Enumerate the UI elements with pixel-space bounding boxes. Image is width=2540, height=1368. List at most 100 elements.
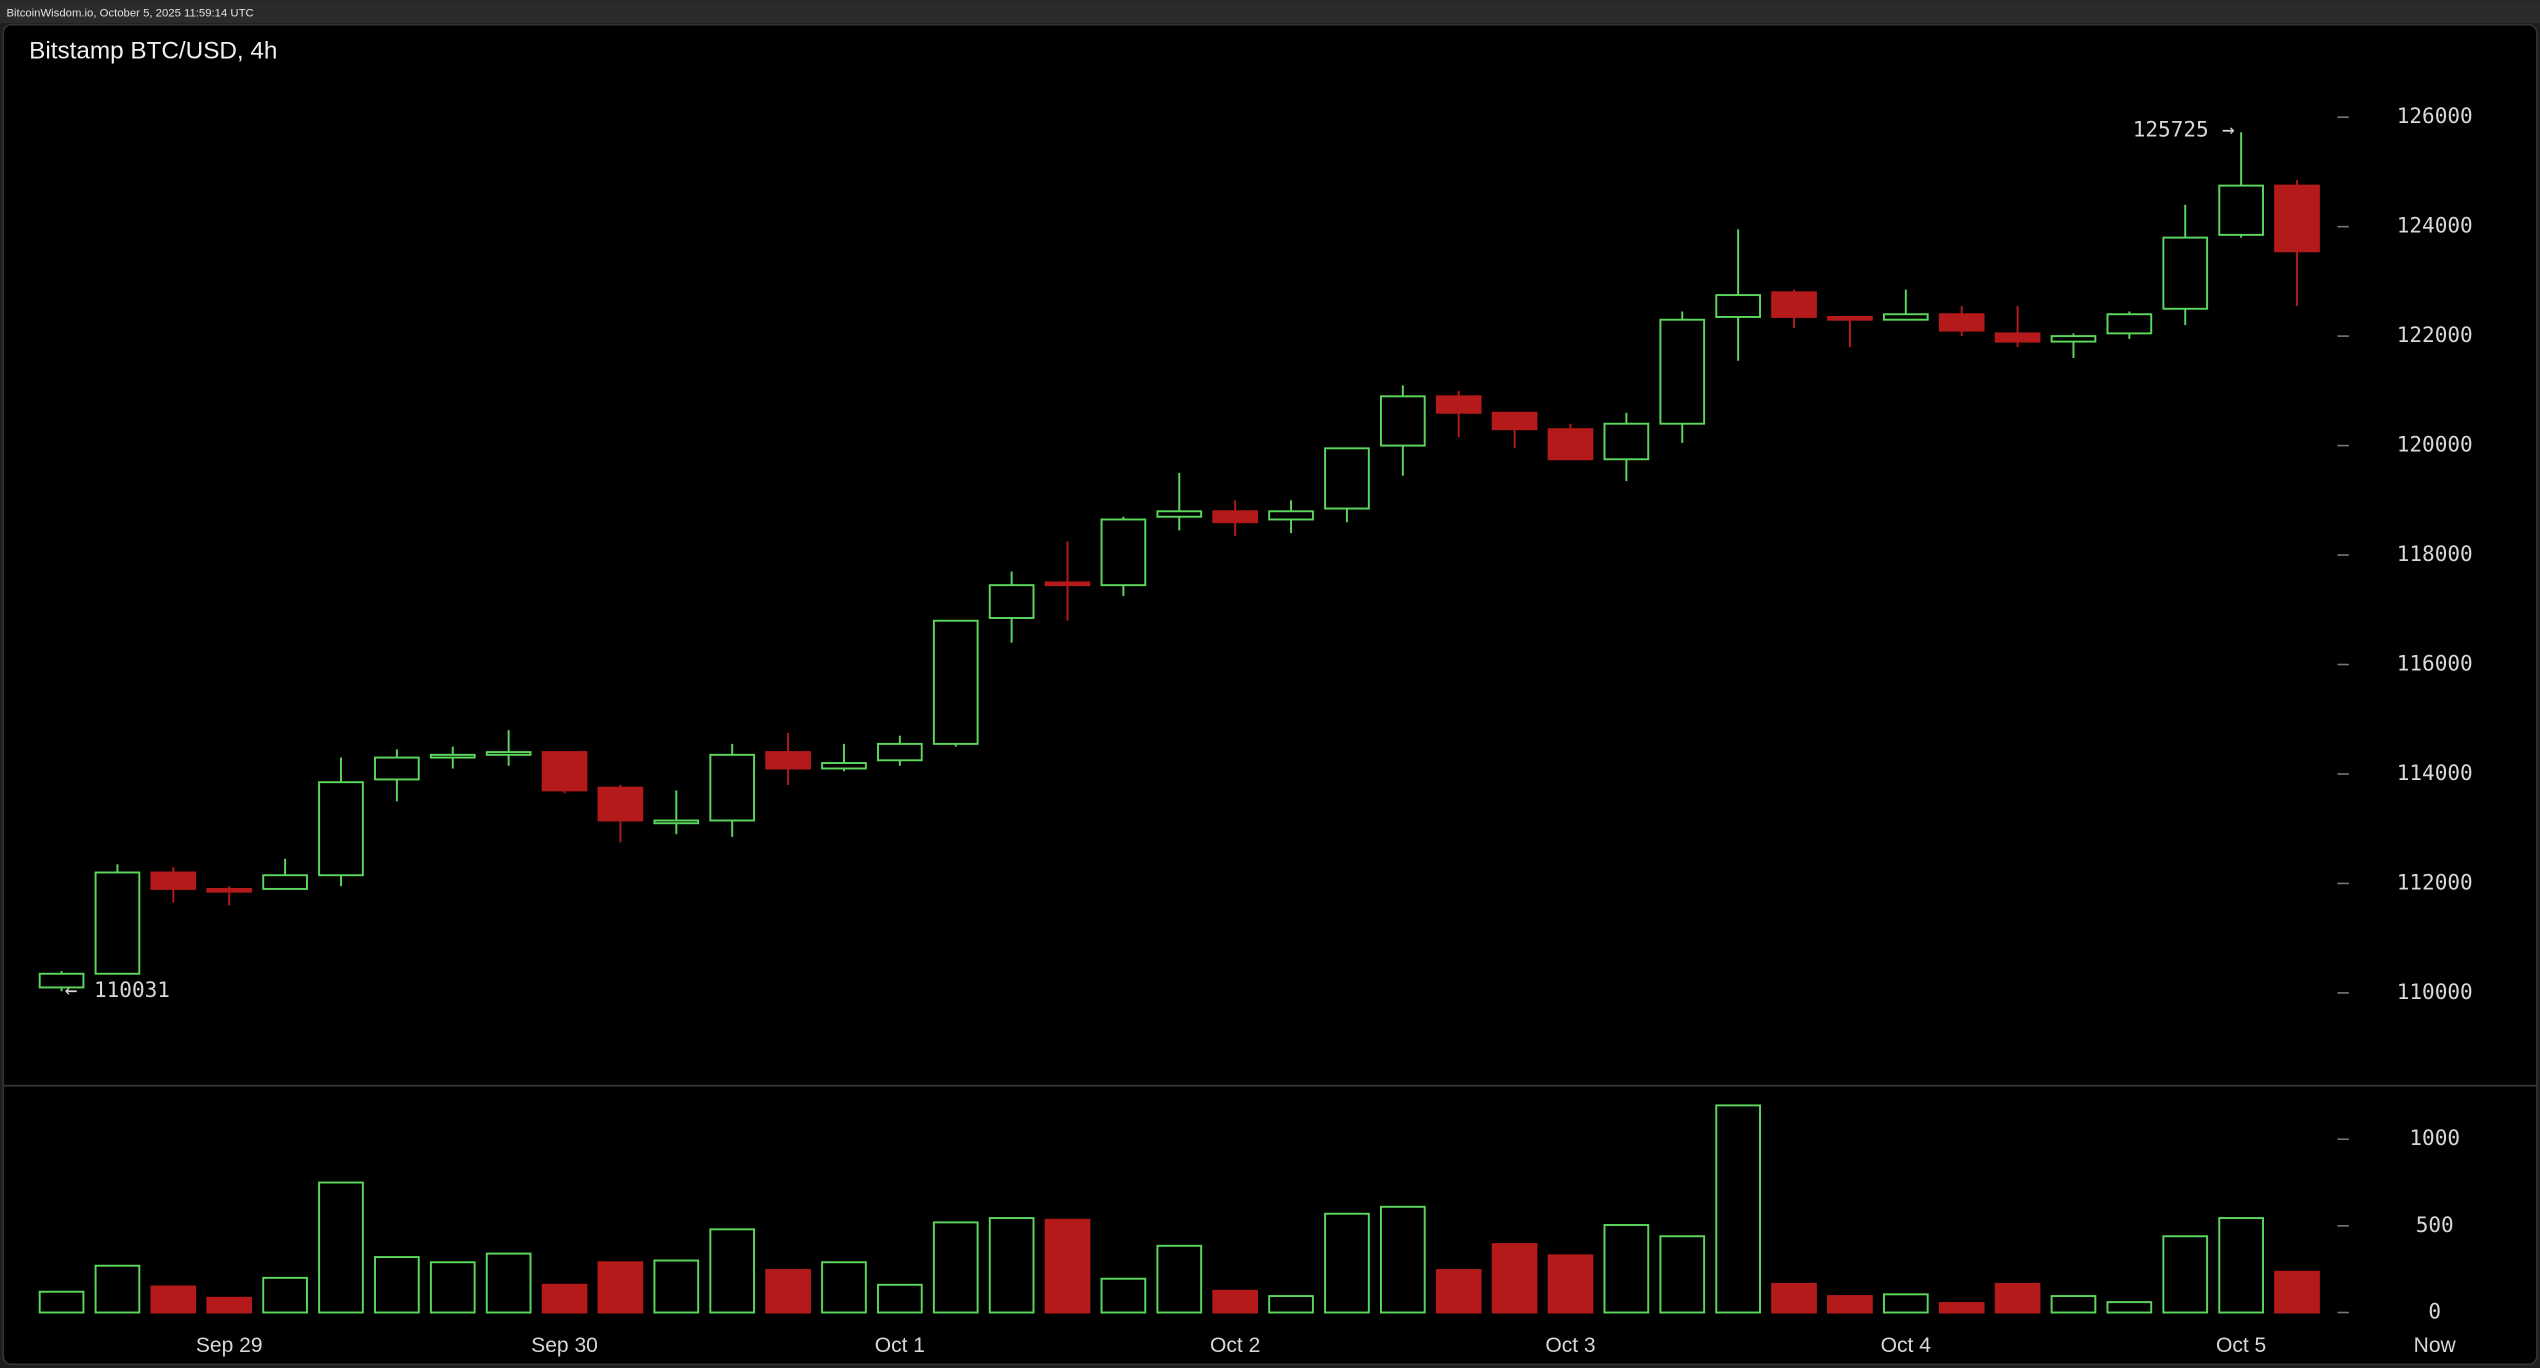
candle-body [1100, 518, 1147, 587]
candle-body [485, 751, 532, 756]
candle-body [1044, 581, 1091, 587]
volume-tick-label: 1000 [2409, 1125, 2460, 1150]
candle-body [1994, 332, 2041, 343]
volume-bar [1827, 1295, 1873, 1314]
volume-bar [262, 1276, 308, 1314]
volume-bar [1212, 1289, 1259, 1314]
candle-body [1212, 510, 1259, 524]
candle-body [597, 786, 644, 822]
volume-bar [38, 1290, 85, 1314]
volume-bar [2274, 1270, 2320, 1314]
volume-bar [1100, 1277, 1147, 1314]
volume-bar [150, 1285, 197, 1314]
volume-bar [988, 1217, 1035, 1314]
candle-body [38, 972, 85, 989]
volume-bar [765, 1269, 811, 1314]
candle-body [2218, 184, 2264, 236]
volume-bar [318, 1181, 364, 1314]
volume-bar [877, 1283, 923, 1314]
volume-bar [374, 1256, 420, 1314]
candle-body [374, 756, 420, 781]
volume-bar [429, 1261, 476, 1314]
y-tick-label: 118000 [2397, 541, 2473, 566]
candle-body [1771, 291, 1817, 318]
volume-bar [1268, 1295, 1314, 1314]
volume-bar [1882, 1293, 1929, 1314]
volume-bar [1938, 1302, 1985, 1314]
volume-bar [94, 1264, 141, 1314]
candle-body [2162, 236, 2209, 310]
candle-body [765, 751, 811, 770]
candle-body [1435, 395, 1482, 414]
x-tick-label: Sep 29 [196, 1334, 263, 1357]
candle-body [709, 753, 756, 822]
volume-tick-label: 500 [2416, 1212, 2454, 1237]
candle-body [1268, 510, 1314, 521]
candle-body [1827, 315, 1873, 321]
volume-bar [1491, 1243, 1538, 1314]
y-tick-label: 126000 [2397, 103, 2473, 128]
volume-tick-label: 0 [2428, 1299, 2441, 1324]
low-marker-arrow: ← [65, 977, 78, 1002]
volume-bar [1044, 1218, 1091, 1314]
candle-body [541, 751, 588, 792]
volume-bar [2106, 1301, 2153, 1314]
volume-bar [597, 1261, 644, 1314]
candle-body [1882, 313, 1929, 321]
candle-body [1659, 318, 1706, 425]
y-tick-label: 114000 [2397, 760, 2473, 785]
candle-body [1603, 422, 1650, 461]
candle-body [206, 887, 253, 893]
x-tick-label: Sep 30 [531, 1334, 598, 1357]
y-tick-label: 122000 [2397, 322, 2473, 347]
candle-body [2106, 313, 2153, 335]
x-tick-label: Oct 3 [1545, 1334, 1595, 1357]
low-marker-value: 110031 [94, 977, 170, 1002]
candle-body [429, 753, 476, 759]
volume-bar [653, 1259, 700, 1314]
high-marker-arrow: → [2222, 117, 2235, 142]
y-tick-label: 112000 [2397, 869, 2473, 894]
volume-bar [709, 1228, 756, 1314]
volume-bar [206, 1296, 253, 1314]
x-tick-label: Oct 1 [875, 1334, 925, 1357]
volume-bar [1994, 1282, 2041, 1314]
candle-body [2274, 184, 2320, 253]
volume-bar [1547, 1254, 1594, 1314]
volume-bar [1156, 1244, 1203, 1314]
x-tick-label: Oct 4 [1881, 1334, 1932, 1357]
candle-body [1156, 510, 1203, 518]
candle-body [1938, 313, 1985, 332]
candle-body [1379, 395, 1426, 447]
volume-bar [485, 1252, 532, 1314]
x-tick-label: Oct 5 [2216, 1334, 2266, 1357]
candle-body [94, 871, 141, 975]
candle-body [932, 619, 979, 745]
high-marker-value: 125725 [2133, 117, 2209, 142]
candle-body [2050, 335, 2097, 343]
volume-bar [1603, 1224, 1650, 1314]
candle-body [1324, 447, 1370, 510]
candle-body [150, 871, 197, 890]
x-tick-label: Oct 2 [1210, 1334, 1260, 1357]
candle-body [653, 819, 700, 825]
volume-bar [2050, 1295, 2097, 1314]
chart-title: Bitstamp BTC/USD, 4h [29, 38, 277, 65]
chart-panel [2, 23, 2538, 1366]
volume-bar [1771, 1282, 1817, 1314]
volume-bar [1659, 1235, 1706, 1314]
volume-bar [1324, 1212, 1370, 1314]
header: BitcoinWisdom.io, October 5, 2025 11:59:… [6, 7, 253, 19]
volume-bar [1379, 1205, 1426, 1314]
candle-body [262, 874, 308, 890]
candle-body [821, 762, 867, 770]
candle-body [988, 584, 1035, 619]
volume-bar [932, 1221, 979, 1314]
y-tick-label: 116000 [2397, 651, 2473, 676]
top-bar [0, 0, 2540, 24]
volume-bar [2162, 1235, 2209, 1314]
candle-body [318, 781, 364, 877]
now-label: Now [2414, 1334, 2457, 1357]
